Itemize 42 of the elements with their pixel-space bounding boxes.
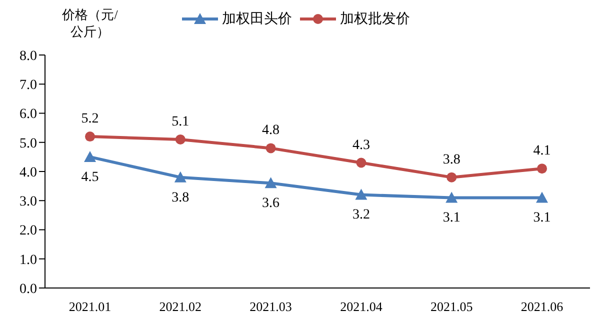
y-tick-label: 8.0 (20, 48, 37, 64)
point (355, 188, 368, 200)
point (266, 143, 276, 154)
x-tick-label: 2021.02 (159, 299, 202, 314)
y-tick-label: 1.0 (20, 252, 37, 268)
y-tick-label: 4.0 (20, 165, 37, 180)
data-label: 3.1 (533, 210, 551, 226)
data-label: 5.2 (81, 112, 99, 127)
legend-label: 加权批发价 (340, 10, 410, 28)
point (174, 171, 186, 182)
y-axis-title: 价格（元/公斤） (61, 6, 119, 40)
point (446, 172, 457, 182)
point (175, 134, 186, 144)
x-tick-label: 2021.06 (520, 299, 564, 314)
legend-label: 加权田头价 (222, 10, 292, 28)
x-tick-label: 2021.04 (340, 299, 383, 314)
data-label: 3.8 (442, 152, 460, 168)
x-tick-label: 2021.03 (250, 299, 292, 314)
data-label: 3.1 (442, 210, 460, 226)
data-label: 3.2 (352, 208, 370, 223)
y-tick-label: 5.0 (20, 136, 37, 152)
y-tick-label: 3.0 (20, 194, 37, 210)
x-tick-label: 2021.05 (430, 299, 473, 314)
point (84, 150, 96, 162)
point (356, 158, 366, 168)
data-label: 5.1 (172, 114, 190, 130)
data-label: 3.8 (172, 190, 190, 206)
data-label: 4.8 (262, 123, 280, 138)
point (264, 177, 277, 188)
y-tick-label: 7.0 (20, 78, 37, 94)
data-label: 4.3 (352, 138, 370, 153)
y-tick-label: 6.0 (20, 107, 37, 122)
y-tick-label: 2.0 (20, 224, 37, 239)
x-tick-label: 2021.01 (68, 299, 112, 314)
point (536, 192, 548, 203)
point (446, 192, 458, 203)
point (537, 164, 547, 174)
data-label: 4.5 (81, 170, 99, 185)
data-label: 4.1 (533, 144, 551, 159)
point (85, 132, 95, 142)
y-tick-label: 0.0 (20, 282, 37, 297)
data-label: 3.6 (262, 196, 280, 212)
